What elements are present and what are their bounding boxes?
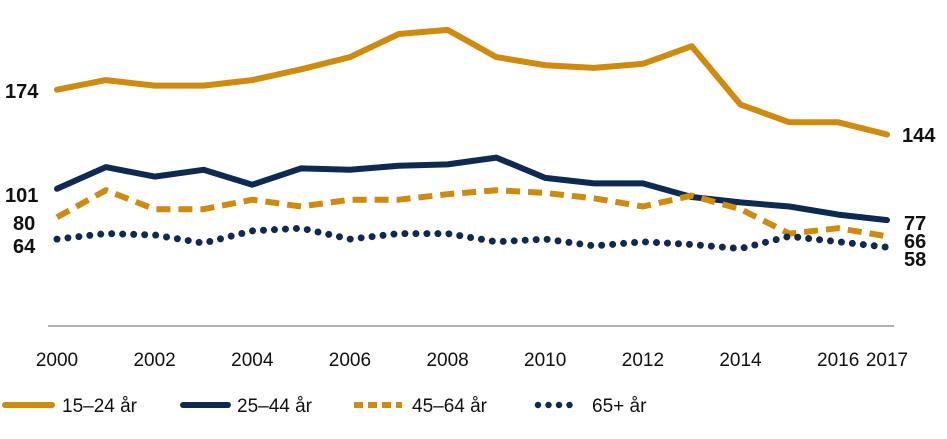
legend-label-45-64: 45–64 år: [412, 396, 488, 417]
x-tick-label: 2016: [817, 350, 859, 371]
x-tick-label: 2010: [524, 350, 566, 371]
end-label-15-24: 144: [902, 125, 936, 147]
x-tick-label: 2002: [133, 350, 175, 371]
x-tick-label: 2014: [719, 350, 762, 371]
end-label-25-44: 77: [904, 213, 926, 235]
legend-label-65plus: 65+ år: [592, 396, 647, 417]
x-tick-label: 2017: [866, 350, 908, 371]
legend-label-25-44: 25–44 år: [237, 396, 313, 417]
start-label-65plus: 64: [13, 236, 36, 258]
start-label-25-44: 101: [5, 185, 38, 207]
legend: 15–24 år 25–44 år 45–64 år 65+ år: [2, 396, 647, 417]
x-tick-label: 2006: [329, 350, 371, 371]
series-layer: [53, 26, 891, 253]
x-tick-label: 2008: [426, 350, 468, 371]
end-label-45-64: 66: [904, 231, 926, 253]
series-line-15-24-r: [54, 26, 890, 138]
start-label-45-64: 80: [13, 213, 35, 235]
x-tick-label: 2012: [622, 350, 664, 371]
start-label-15-24: 174: [5, 81, 39, 103]
x-tick-label: 2004: [231, 350, 274, 371]
series-line-25-44-r: [54, 154, 890, 224]
series-line-45-64-r: [55, 187, 888, 240]
end-label-65plus: 58: [904, 249, 926, 271]
x-tick-labels: 2000 2002 2004 2006 2008 2010 2012 2014 2016 2017: [36, 350, 908, 371]
x-tick-label: 2000: [36, 350, 78, 371]
legend-label-15-24: 15–24 år: [62, 396, 138, 417]
series-line-65-r: [53, 224, 891, 253]
